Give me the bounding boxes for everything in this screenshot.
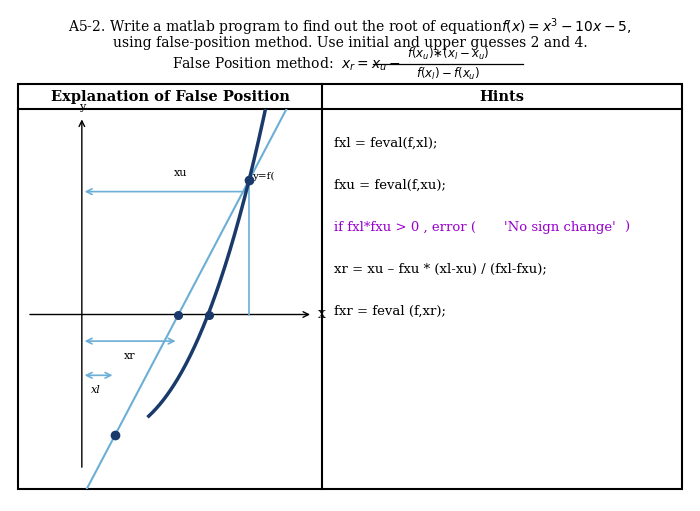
Text: if fxl*fxu > 0 , error (: if fxl*fxu > 0 , error ( (334, 221, 476, 234)
Text: False Position method:  $x_r = x_u -$: False Position method: $x_r = x_u -$ (172, 55, 401, 73)
Text: xl: xl (91, 385, 101, 395)
Text: 'No sign change': 'No sign change' (504, 221, 616, 234)
Text: $f(x_l)-f(x_u)$: $f(x_l)-f(x_u)$ (416, 66, 480, 82)
Text: ): ) (624, 221, 629, 234)
Text: xr = xu – fxu * (xl-xu) / (fxl-fxu);: xr = xu – fxu * (xl-xu) / (fxl-fxu); (334, 263, 547, 276)
Bar (18, 84, 682, 489)
Text: Hints: Hints (480, 89, 524, 104)
Text: fxu = feval(f,xu);: fxu = feval(f,xu); (334, 179, 446, 192)
Text: $f(x_u){\ast}(x_l-x_u)$: $f(x_u){\ast}(x_l-x_u)$ (407, 46, 489, 62)
Text: fxl = feval(f,xl);: fxl = feval(f,xl); (334, 137, 438, 150)
Text: A5-2. Write a matlab program to find out the root of equation$f(x) = x^3 - 10x -: A5-2. Write a matlab program to find out… (69, 16, 631, 38)
Text: y: y (78, 102, 85, 112)
Text: xr: xr (125, 351, 136, 361)
Text: X: X (317, 310, 326, 319)
Text: xu: xu (174, 168, 188, 178)
Text: fxr = feval (f,xr);: fxr = feval (f,xr); (334, 305, 446, 318)
Text: using false-position method. Use initial and upper guesses 2 and 4.: using false-position method. Use initial… (113, 36, 587, 50)
Text: Explanation of False Position: Explanation of False Position (50, 89, 289, 104)
Text: y=f(: y=f( (252, 172, 274, 181)
